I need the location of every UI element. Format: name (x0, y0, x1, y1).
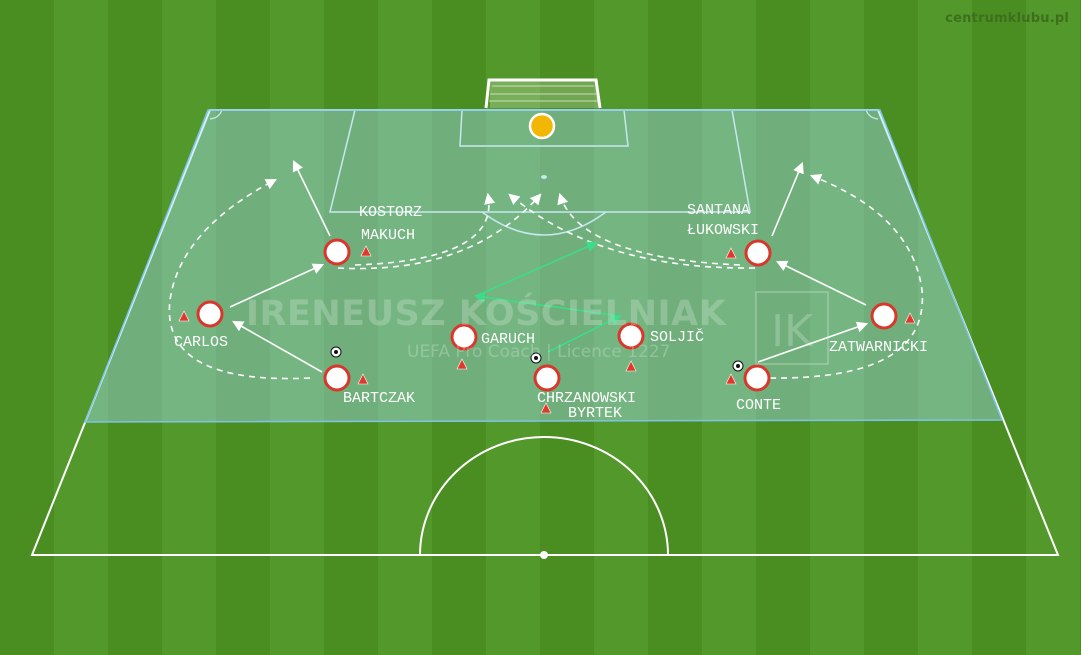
player-zatwarnicki (870, 302, 898, 330)
player-lukowski (744, 239, 772, 267)
player-soljic (617, 322, 645, 350)
balls (330, 346, 744, 372)
ball-icon (732, 360, 744, 372)
cones (178, 245, 916, 414)
cone-icon (625, 360, 637, 372)
pass-lines (473, 241, 623, 353)
players (196, 238, 898, 392)
cone-icon (360, 245, 372, 257)
label-makuch: MAKUCH (361, 227, 415, 244)
label-lukowski: ŁUKOWSKI (687, 222, 759, 239)
site-credit: centrumklubu.pl (945, 11, 1069, 26)
label-soljic: SOLJIČ (650, 328, 704, 346)
label-conte: CONTE (736, 397, 781, 414)
dashed-runs (168, 174, 924, 380)
goal-frame (484, 78, 602, 109)
cone-icon (178, 310, 190, 322)
cone-icon (725, 247, 737, 259)
label-garuch: GARUCH (481, 331, 535, 348)
cone-icon (357, 373, 369, 385)
cone-icon (456, 358, 468, 370)
label-byrtek: BYRTEK (568, 405, 622, 422)
centre-spot (540, 551, 548, 559)
cone-icon (904, 312, 916, 324)
label-carlos: CARLOS (174, 334, 228, 351)
player-garuch (450, 323, 478, 351)
centre-circle (419, 436, 669, 556)
corner-arc-right (865, 109, 879, 120)
label-zatwarnicki: ZATWARNICKI (829, 339, 928, 356)
ball-icon (530, 352, 542, 364)
player-bartczak (323, 364, 351, 392)
player-carlos (196, 300, 224, 328)
penalty-spot (541, 175, 547, 179)
player-labels: KOSTORZ MAKUCH SANTANA ŁUKOWSKI CARLOS G… (174, 202, 928, 422)
goalkeeper-circle (528, 112, 556, 140)
player-conte (743, 364, 771, 392)
solid-runs (229, 159, 869, 373)
player-makuch (323, 238, 351, 266)
penalty-arc (481, 211, 607, 236)
label-kostorz: KOSTORZ (359, 204, 422, 221)
label-chrzanowski: CHRZANOWSKI (537, 390, 636, 407)
label-bartczak: BARTCZAK (343, 390, 415, 407)
player-chrzanowski (533, 364, 561, 392)
label-santana: SANTANA (687, 202, 750, 219)
cone-icon (725, 373, 737, 385)
ball-icon (330, 346, 342, 358)
cone-icon (540, 402, 552, 414)
corner-arc-left (209, 109, 223, 120)
